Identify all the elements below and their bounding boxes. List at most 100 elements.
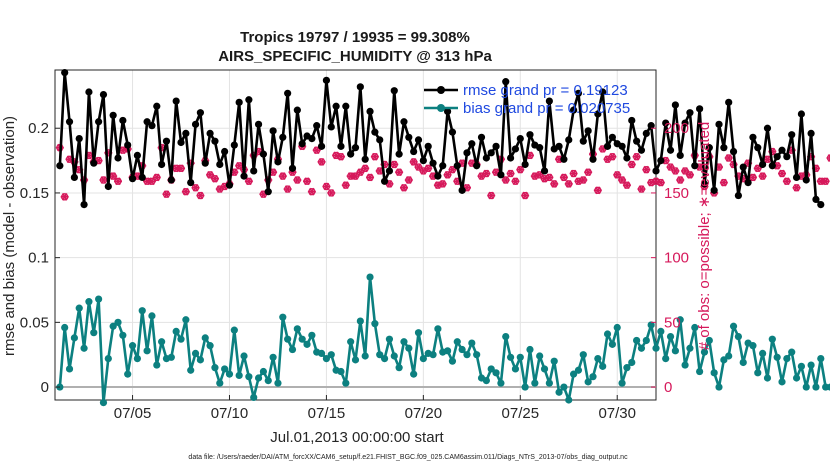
x-tick-label: 07/30	[598, 405, 636, 422]
bias-point	[206, 342, 214, 350]
obs-evaluated-point	[177, 164, 186, 173]
asterisk-stroke	[764, 155, 771, 164]
rmse-point	[705, 144, 713, 152]
rmse-point	[482, 154, 490, 162]
asterisk-stroke	[726, 154, 732, 162]
bias-point	[453, 338, 461, 346]
obs-evaluated-point	[506, 169, 515, 178]
rmse-point	[715, 120, 723, 128]
bias-point	[686, 344, 694, 352]
bias-point	[710, 369, 718, 377]
asterisk-stroke	[212, 174, 218, 183]
bias-point	[579, 351, 587, 359]
bias-point	[201, 334, 209, 342]
bias-point	[662, 354, 670, 363]
asterisk-stroke	[779, 169, 785, 178]
bias-point	[633, 336, 641, 345]
asterisk-stroke	[183, 187, 189, 196]
asterisk-stroke	[561, 173, 567, 182]
rmse-point	[162, 137, 171, 145]
rmse-point	[802, 176, 810, 184]
bias-point	[298, 335, 306, 343]
chart-subtitle: AIRS_SPECIFIC_HUMIDITY @ 313 hPa	[218, 48, 492, 65]
rmse-point	[128, 175, 137, 183]
rmse-point	[322, 76, 331, 84]
obs-evaluated-point	[637, 185, 646, 193]
legend-bias-marker	[437, 104, 445, 112]
asterisk-stroke	[629, 160, 635, 169]
bias-point	[725, 352, 733, 360]
y-ticks-right: 0 50 100 150 200	[651, 120, 689, 396]
asterisk-stroke	[280, 172, 286, 180]
bias-point	[264, 376, 272, 385]
rmse-point	[230, 141, 238, 149]
bias-point	[652, 344, 660, 352]
rmse-point	[521, 160, 529, 169]
bias-point	[303, 340, 311, 348]
asterisk-stroke	[488, 191, 494, 200]
rmse-point	[511, 145, 520, 153]
bias-point	[182, 316, 190, 324]
bias-point	[720, 356, 728, 364]
asterisk-stroke	[149, 177, 155, 186]
bias-point	[628, 358, 636, 367]
asterisk-stroke	[192, 183, 199, 192]
bias-point	[133, 354, 141, 363]
obs-evaluated-point	[676, 176, 685, 184]
rmse-point	[293, 106, 301, 114]
asterisk-stroke	[163, 190, 170, 199]
asterisk-stroke	[638, 185, 645, 193]
rmse-point	[148, 122, 156, 130]
asterisk-stroke	[270, 168, 276, 177]
rmse-point	[143, 118, 151, 126]
rmse-point	[574, 89, 583, 97]
bias-point	[521, 383, 529, 391]
rmse-point	[797, 110, 806, 118]
rmse-point	[250, 167, 258, 175]
obs-evaluated-point	[109, 172, 118, 180]
rmse-point	[75, 134, 83, 143]
bias-point	[763, 374, 772, 382]
asterisk-stroke	[759, 172, 766, 180]
rmse-point	[390, 87, 398, 95]
bias-point	[65, 365, 74, 373]
rmse-point	[356, 83, 364, 91]
bias-point	[158, 338, 166, 346]
bias-point	[410, 370, 418, 378]
asterisk-stroke	[503, 176, 509, 184]
bias-point	[245, 373, 253, 381]
x-ticks: 07/05 07/10 07/15 07/20 07/25 07/30	[114, 395, 636, 422]
asterisk-stroke	[624, 181, 630, 190]
bias-point	[487, 365, 495, 373]
bias-point	[70, 334, 78, 342]
obs-evaluated-point	[681, 167, 690, 175]
asterisk-stroke	[352, 172, 359, 180]
bias-point	[288, 345, 297, 354]
bias-point	[385, 335, 394, 343]
rmse-point	[744, 178, 752, 187]
asterisk-stroke	[507, 169, 514, 178]
asterisk-stroke	[440, 180, 446, 188]
rmse-point	[555, 142, 563, 150]
obs-evaluated-point	[545, 173, 554, 182]
asterisk-stroke	[721, 178, 727, 187]
bias-point	[671, 347, 679, 355]
rmse-point	[560, 155, 568, 163]
rmse-point	[196, 109, 205, 117]
x-tick-label: 07/15	[308, 405, 346, 422]
asterisk-stroke	[682, 167, 688, 175]
asterisk-stroke	[687, 170, 693, 179]
obs-evaluated-point	[685, 170, 694, 179]
bias-point	[259, 367, 268, 376]
bias-point	[540, 365, 549, 373]
rmse-point	[652, 167, 660, 175]
y-tick-label: 0	[41, 379, 49, 396]
asterisk-stroke	[532, 172, 538, 180]
asterisk-stroke	[173, 164, 179, 173]
asterisk-stroke	[541, 174, 548, 183]
bias-point	[802, 383, 810, 391]
rmse-point	[473, 162, 481, 170]
rmse-point	[182, 129, 190, 138]
rmse-point	[187, 178, 195, 187]
bias-point	[657, 327, 665, 336]
